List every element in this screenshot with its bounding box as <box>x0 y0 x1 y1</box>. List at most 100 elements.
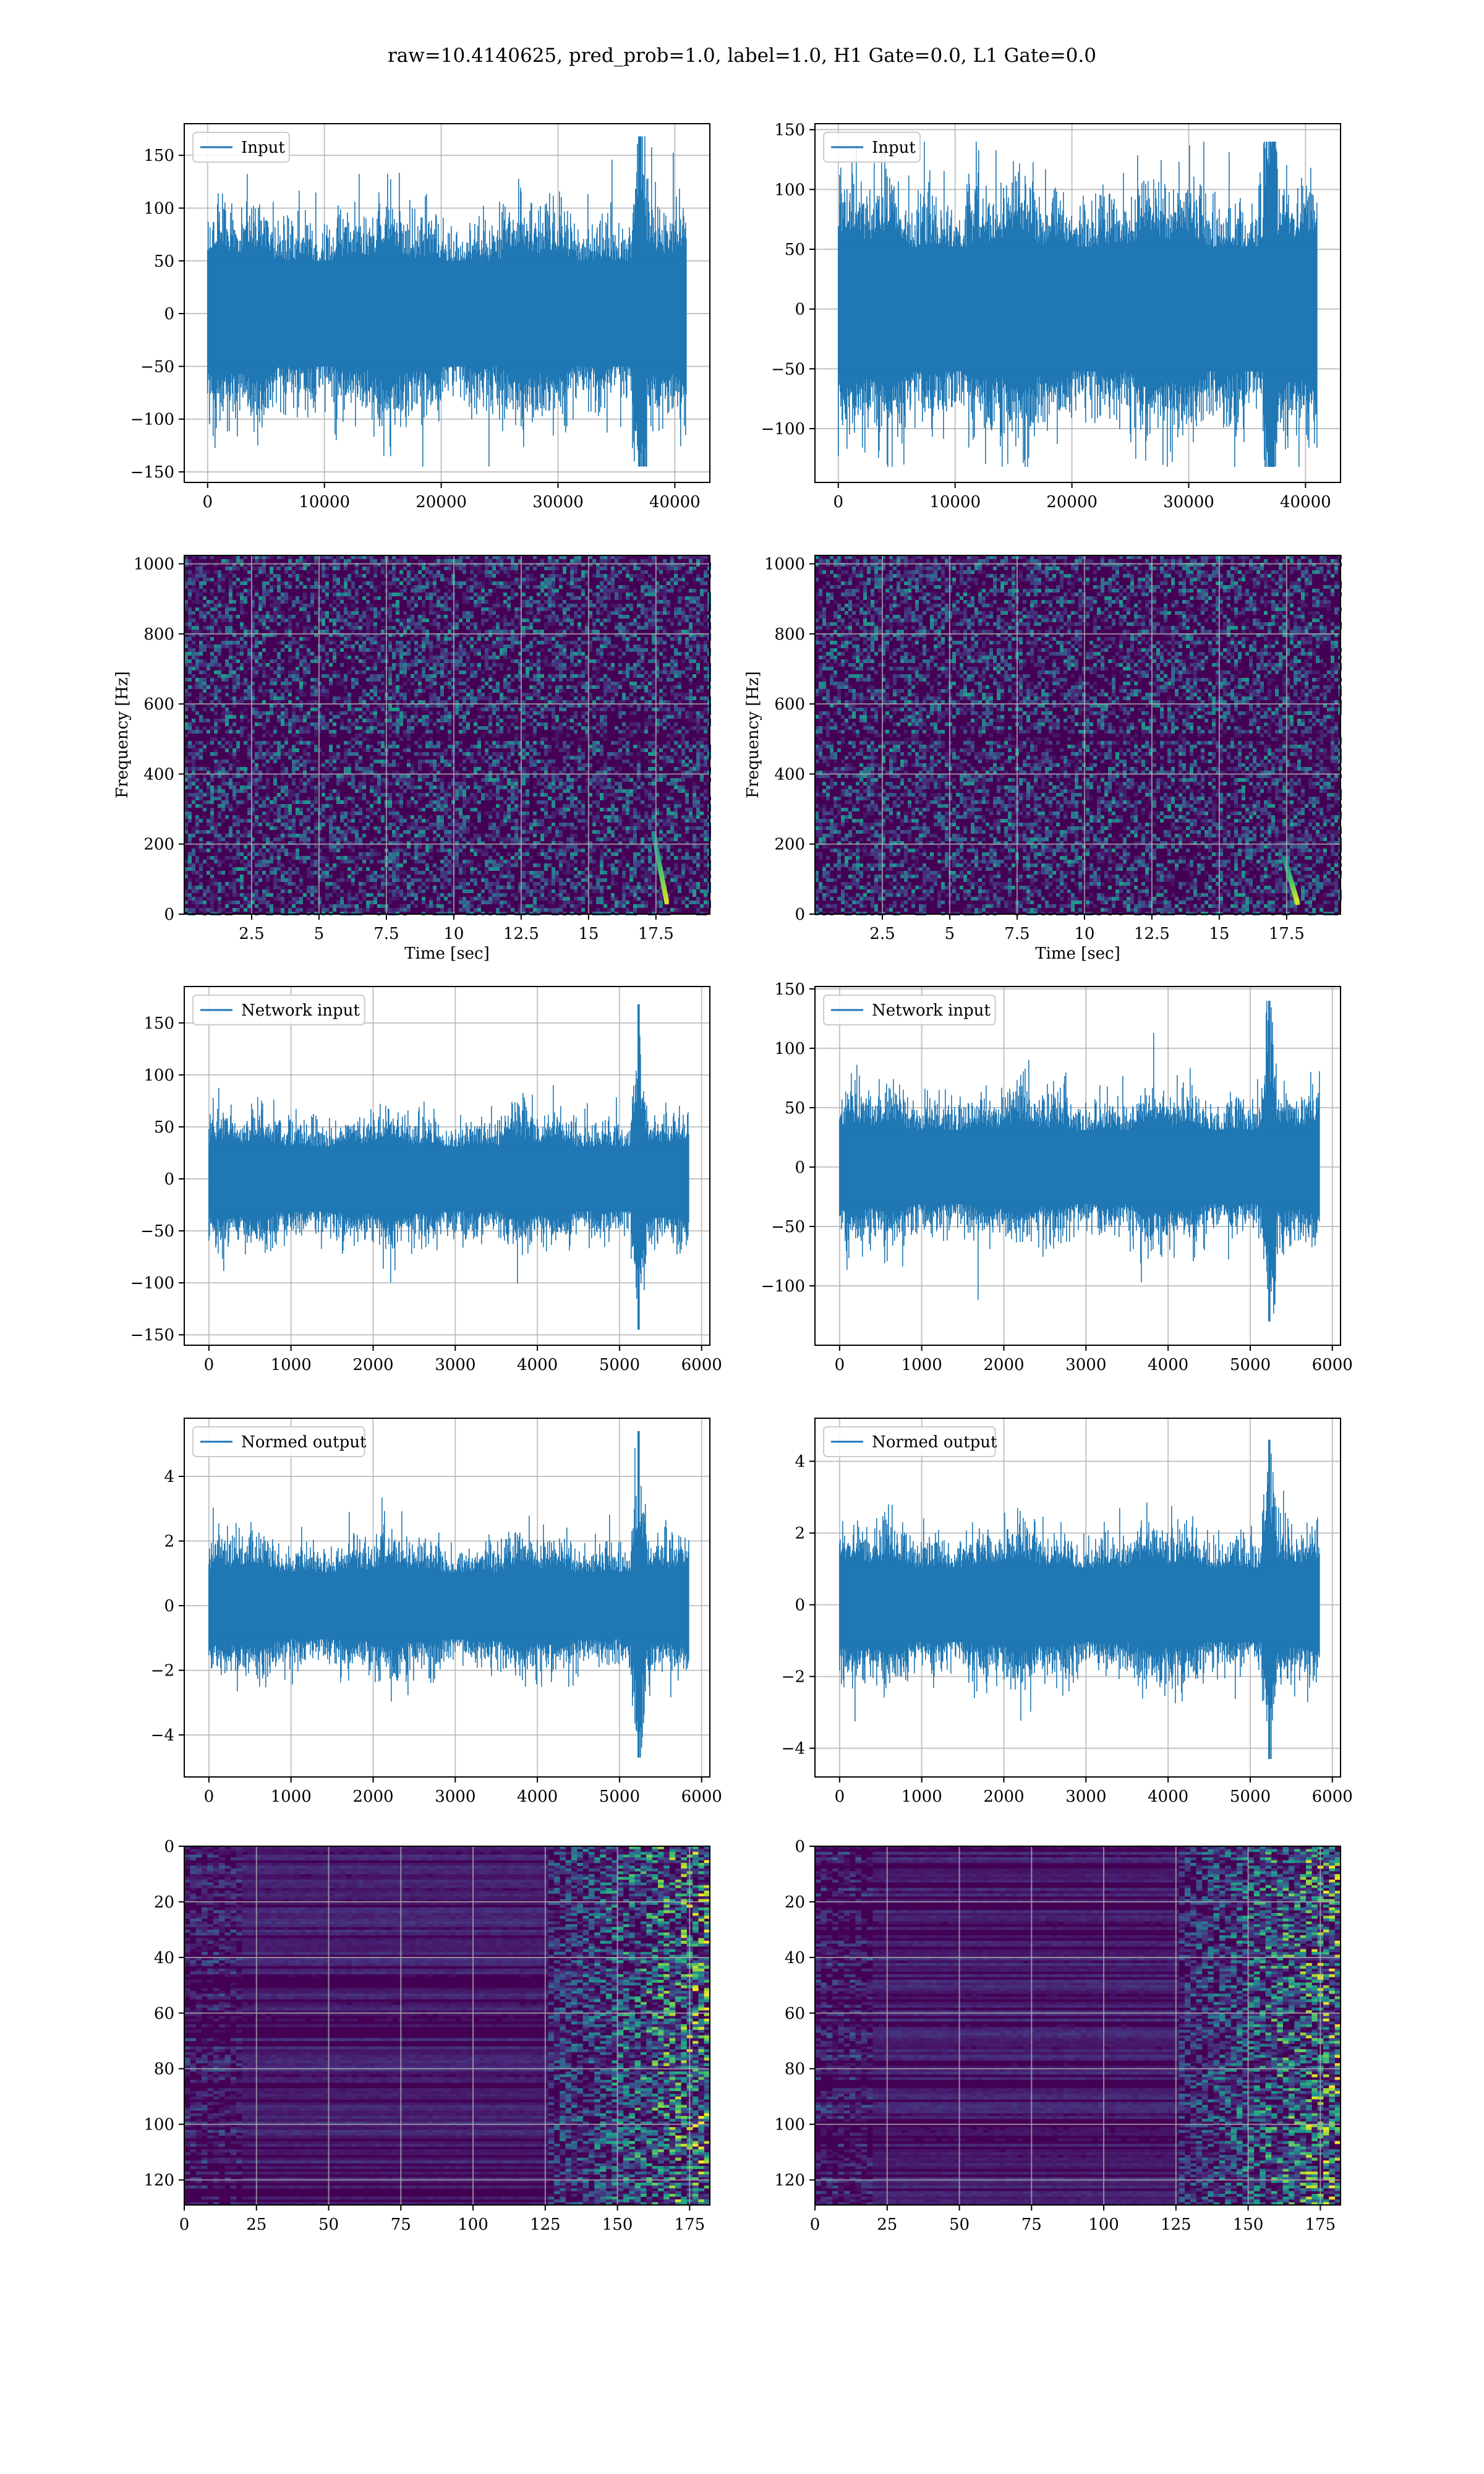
plot-spectrogram-left-heatmap-cell <box>255 637 258 641</box>
plot-spectrogram-left-heatmap-cell <box>578 760 581 763</box>
plot-spectrogram-left-heatmap-cell <box>693 674 696 678</box>
plot-spectrogram-left-heatmap-cell <box>603 641 607 644</box>
plot-spectrogram-left-heatmap-cell <box>455 615 459 618</box>
plot-spectrogram-left-heatmap-cell <box>566 700 570 704</box>
plot-spectrogram-left-heatmap-cell <box>362 778 366 782</box>
plot-spectrogram-left-heatmap-cell <box>488 767 492 771</box>
plot-spectrogram-left-heatmap-cell <box>693 652 696 656</box>
plot-spectrogram-left-heatmap-cell <box>422 708 425 711</box>
plot-spectrogram-left-heatmap-cell <box>247 774 251 778</box>
plot-spectrogram-left-heatmap-cell <box>229 570 232 574</box>
plot-spectrogram-left-heatmap-cell <box>566 667 570 670</box>
plot-spectrogram-left-heatmap-cell <box>270 682 273 685</box>
plot-spectrogram-left-heatmap-cell <box>236 700 240 704</box>
plot-spectrogram-left-heatmap-cell <box>511 596 514 600</box>
plot-spectrogram-left-heatmap-cell <box>678 578 681 581</box>
plot-spectrogram-left-heatmap-cell <box>581 641 585 644</box>
plot-spectrogram-left-heatmap-cell <box>255 715 258 719</box>
plot-spectrogram-left-heatmap-cell <box>210 656 214 659</box>
plot-spectrogram-left-heatmap-cell <box>492 630 496 633</box>
plot-spectrogram-left-heatmap-cell <box>392 648 396 652</box>
plot-spectrogram-left-heatmap-cell <box>240 611 244 615</box>
plot-spectrogram-left-heatmap-cell <box>589 615 592 618</box>
plot-spectrogram-left-heatmap-cell <box>533 630 537 633</box>
plot-spectrogram-left-heatmap-cell <box>485 644 488 648</box>
plot-spectrogram-left-heatmap-cell <box>407 652 411 656</box>
plot-spectrogram-left-heatmap-cell <box>218 615 221 618</box>
plot-spectrogram-left-heatmap-cell <box>570 670 574 674</box>
plot-spectrogram-left-heatmap-cell <box>307 604 310 607</box>
plot-spectrogram-left-heatmap-cell <box>255 567 258 570</box>
plot-spectrogram-left-heatmap-cell <box>247 782 251 785</box>
plot-spectrogram-left-heatmap-cell <box>388 763 392 767</box>
plot-spectrogram-left-heatmap-cell <box>425 674 429 678</box>
plot-spectrogram-left-heatmap-cell <box>578 648 581 652</box>
plot-spectrogram-left-heatmap-cell <box>481 726 485 730</box>
plot-spectrogram-left-heatmap-cell <box>511 722 514 726</box>
plot-spectrogram-left-heatmap-cell <box>574 611 578 615</box>
plot-spectrogram-left-heatmap-cell <box>689 748 693 752</box>
plot-spectrogram-left-heatmap-cell <box>600 567 603 570</box>
plot-spectrogram-left-heatmap-cell <box>507 696 511 700</box>
plot-spectrogram-left-heatmap-cell <box>399 656 403 659</box>
plot-spectrogram-left-heatmap-cell <box>214 581 218 585</box>
plot-spectrogram-left-heatmap-cell <box>474 652 477 656</box>
plot-spectrogram-left-heatmap-cell <box>407 734 411 737</box>
plot-spectrogram-left-heatmap-cell <box>603 678 607 682</box>
plot-spectrogram-left-heatmap-cell <box>258 752 262 756</box>
plot-spectrogram-left-heatmap-cell <box>603 685 607 689</box>
plot-spectrogram-left-heatmap-cell <box>633 596 637 600</box>
plot-spectrogram-left-heatmap-cell <box>659 774 663 778</box>
plot-spectrogram-left-heatmap-cell <box>407 648 411 652</box>
plot-spectrogram-left-heatmap-cell <box>629 693 633 696</box>
plot-spectrogram-left-heatmap-cell <box>704 581 707 585</box>
plot-spectrogram-left-heatmap-cell <box>589 682 592 685</box>
plot-spectrogram-left-heatmap-cell <box>618 663 622 667</box>
plot-spectrogram-left-heatmap-cell <box>258 656 262 659</box>
plot-spectrogram-left-heatmap-cell <box>589 767 592 771</box>
plot-spectrogram-left-heatmap-cell <box>240 719 244 722</box>
plot-spectrogram-left-heatmap-cell <box>407 689 411 693</box>
plot-spectrogram-left-heatmap-cell <box>667 663 670 667</box>
plot-spectrogram-left-heatmap-cell <box>529 708 533 711</box>
plot-spectrogram-left-heatmap-cell <box>396 719 399 722</box>
plot-spectrogram-left-heatmap-cell <box>229 715 232 719</box>
plot-spectrogram-left-heatmap-cell <box>503 570 507 574</box>
plot-spectrogram-left-heatmap-cell <box>652 637 655 641</box>
plot-spectrogram-left-heatmap-cell <box>373 574 377 578</box>
plot-spectrogram-left-heatmap-cell <box>262 659 266 663</box>
plot-spectrogram-left-heatmap-cell <box>600 637 603 641</box>
plot-spectrogram-left-heatmap-cell <box>533 600 537 604</box>
plot-spectrogram-left-heatmap-cell <box>448 637 451 641</box>
plot-spectrogram-left-heatmap-cell <box>544 663 548 667</box>
plot-spectrogram-left-heatmap-cell <box>362 767 366 771</box>
plot-spectrogram-left-heatmap-cell <box>218 774 221 778</box>
plot-spectrogram-left-heatmap-cell <box>470 719 474 722</box>
plot-spectrogram-left-heatmap-cell <box>348 637 351 641</box>
plot-spectrogram-left-heatmap-cell <box>288 630 292 633</box>
plot-spectrogram-left-heatmap-cell <box>277 741 281 745</box>
plot-spectrogram-left-heatmap-cell <box>429 604 433 607</box>
plot-spectrogram-left-heatmap-cell <box>333 585 336 589</box>
plot-spectrogram-left-heatmap-cell <box>244 670 247 674</box>
plot-spectrogram-left-heatmap-cell <box>448 622 451 626</box>
plot-spectrogram-left-heatmap-cell <box>258 570 262 574</box>
plot-spectrogram-left-heatmap-cell <box>578 674 581 678</box>
plot-spectrogram-left-heatmap-cell <box>663 778 667 782</box>
plot-spectrogram-left-heatmap-cell <box>607 756 611 760</box>
plot-spectrogram-left-heatmap-cell <box>526 767 529 771</box>
plot-spectrogram-left-heatmap-cell <box>437 604 440 607</box>
plot-spectrogram-left-heatmap-cell <box>266 719 270 722</box>
plot-spectrogram-left-heatmap-cell <box>544 641 548 644</box>
plot-spectrogram-left-heatmap-cell <box>466 656 470 659</box>
plot-spectrogram-left-heatmap-cell <box>496 700 500 704</box>
plot-spectrogram-left-heatmap-cell <box>307 715 310 719</box>
plot-spectrogram-left-heatmap-cell <box>693 745 696 748</box>
plot-spectrogram-left-heatmap-cell <box>348 696 351 700</box>
plot-spectrogram-left-heatmap-cell <box>559 585 563 589</box>
plot-spectrogram-left-heatmap-cell <box>444 641 448 644</box>
plot-spectrogram-left-heatmap-cell <box>336 715 340 719</box>
plot-spectrogram-left-heatmap-cell <box>603 778 607 782</box>
plot-spectrogram-left-heatmap-cell <box>195 652 199 656</box>
plot-spectrogram-left-heatmap-cell <box>303 760 307 763</box>
